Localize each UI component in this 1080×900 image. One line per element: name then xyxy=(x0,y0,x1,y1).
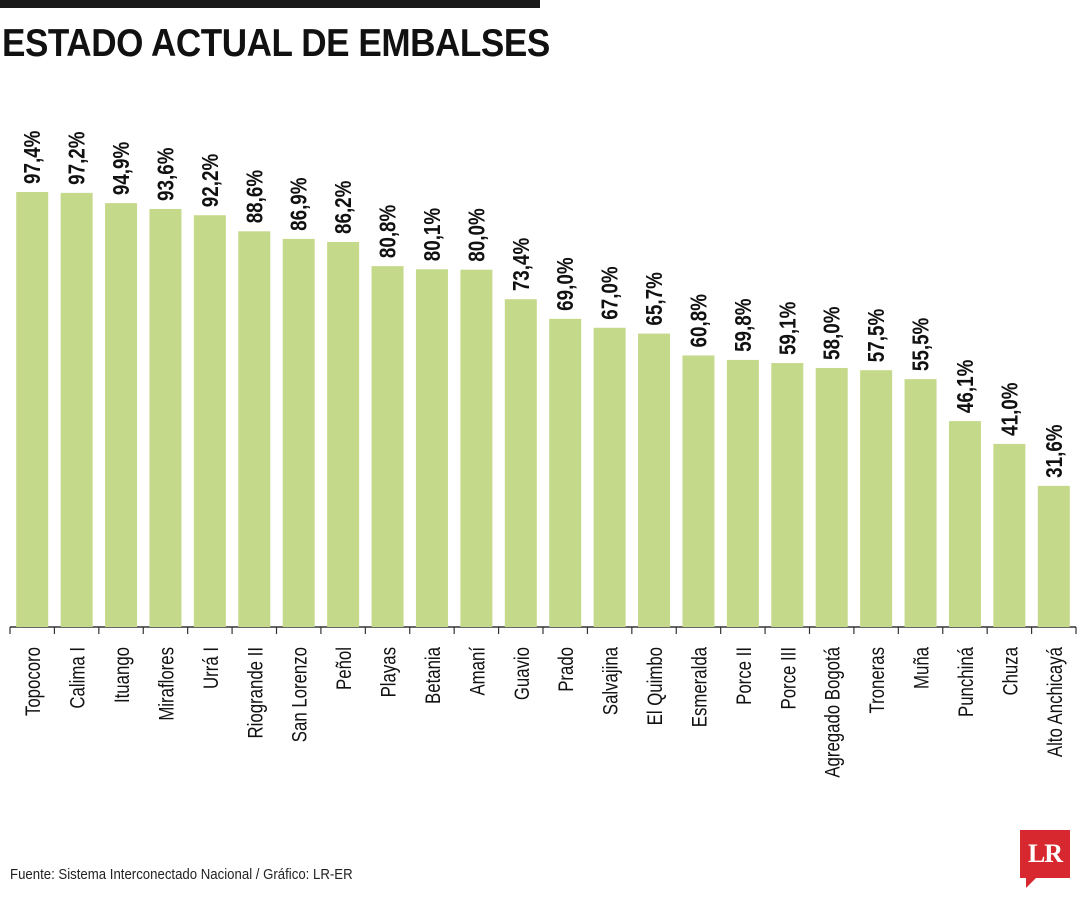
value-label-11: 80,0% xyxy=(465,208,490,262)
category-label-9: Playas xyxy=(378,647,401,697)
value-label-1: 97,4% xyxy=(21,130,46,184)
logo-tail xyxy=(1026,878,1036,888)
value-label-10: 80,1% xyxy=(420,208,445,262)
category-label-14: Salvajina xyxy=(600,647,623,716)
category-label-15: El Quimbo xyxy=(644,647,667,725)
bar-18 xyxy=(771,363,804,627)
category-label-13: Prado xyxy=(556,647,579,692)
category-label-24: Alto Anchicayá xyxy=(1044,647,1067,757)
bar-15 xyxy=(638,333,671,627)
category-label-11: Amaní xyxy=(467,646,490,695)
bar-3 xyxy=(105,203,138,628)
category-label-2: Calima I xyxy=(67,647,90,709)
category-label-18: Porce III xyxy=(778,647,801,710)
category-label-17: Porce II xyxy=(733,647,756,705)
value-label-9: 80,8% xyxy=(376,204,401,258)
value-label-2: 97,2% xyxy=(65,131,90,185)
bar-8 xyxy=(327,242,360,627)
bar-4 xyxy=(149,208,182,627)
category-label-23: Chuza xyxy=(1000,647,1023,696)
value-label-14: 67,0% xyxy=(598,266,623,320)
source-note: Fuente: Sistema Interconectado Nacional … xyxy=(10,866,353,883)
value-label-3: 94,9% xyxy=(109,141,134,195)
bar-1 xyxy=(16,192,49,627)
bar-23 xyxy=(993,443,1026,627)
bar-21 xyxy=(904,379,937,627)
category-label-10: Betania xyxy=(422,647,445,704)
bar-24 xyxy=(1037,485,1070,627)
bar-16 xyxy=(682,355,715,627)
category-label-5: Urrá I xyxy=(200,647,223,689)
value-label-20: 57,5% xyxy=(864,308,889,362)
category-label-3: Ituango xyxy=(111,647,134,703)
bar-22 xyxy=(948,421,981,627)
category-label-16: Esmeralda xyxy=(689,647,712,728)
value-label-18: 59,1% xyxy=(776,301,801,355)
category-label-7: San Lorenzo xyxy=(289,647,312,742)
value-label-8: 86,2% xyxy=(331,180,356,234)
value-label-17: 59,8% xyxy=(731,298,756,352)
bar-19 xyxy=(815,367,848,627)
value-label-15: 65,7% xyxy=(642,272,667,326)
value-label-13: 69,0% xyxy=(554,257,579,311)
value-label-22: 46,1% xyxy=(953,359,978,413)
category-label-21: Muña xyxy=(911,647,934,689)
value-label-7: 86,9% xyxy=(287,177,312,231)
category-label-1: Topocoro xyxy=(23,647,46,716)
bar-10 xyxy=(415,269,448,627)
chart-title: ESTADO ACTUAL DE EMBALSES xyxy=(2,22,550,65)
logo-text: LR xyxy=(1020,830,1070,878)
bar-9 xyxy=(371,266,404,627)
category-label-12: Guavio xyxy=(511,647,534,700)
category-label-4: Miraflores xyxy=(156,647,179,721)
value-label-24: 31,6% xyxy=(1042,424,1067,478)
bar-14 xyxy=(593,327,626,627)
bar-11 xyxy=(460,269,493,627)
bar-20 xyxy=(860,370,893,627)
category-label-22: Punchiná xyxy=(955,647,978,717)
category-label-20: Troneras xyxy=(866,647,889,714)
category-label-6: Riogrande II xyxy=(245,647,268,738)
bar-17 xyxy=(726,359,759,627)
value-label-19: 58,0% xyxy=(820,306,845,360)
bar-6 xyxy=(238,231,271,627)
bar-12 xyxy=(504,299,537,627)
bar-chart: 97,4% Topocoro 97,2% Calima I 94,9% Ituango 93… xyxy=(9,130,1077,778)
bar-13 xyxy=(549,318,582,627)
bar-5 xyxy=(193,215,226,627)
category-label-19: Agregado Bogotá xyxy=(822,647,845,778)
value-label-6: 88,6% xyxy=(243,170,268,224)
value-label-21: 55,5% xyxy=(909,317,934,371)
bar-7 xyxy=(282,238,315,627)
value-label-16: 60,8% xyxy=(687,294,712,348)
bar-2 xyxy=(60,192,93,627)
value-label-5: 92,2% xyxy=(198,154,223,208)
value-label-12: 73,4% xyxy=(509,237,534,291)
value-label-23: 41,0% xyxy=(998,382,1023,436)
top-rule xyxy=(0,0,540,8)
value-label-4: 93,6% xyxy=(154,147,179,201)
lr-logo: LR xyxy=(1020,830,1070,888)
category-label-8: Peñol xyxy=(333,647,356,690)
